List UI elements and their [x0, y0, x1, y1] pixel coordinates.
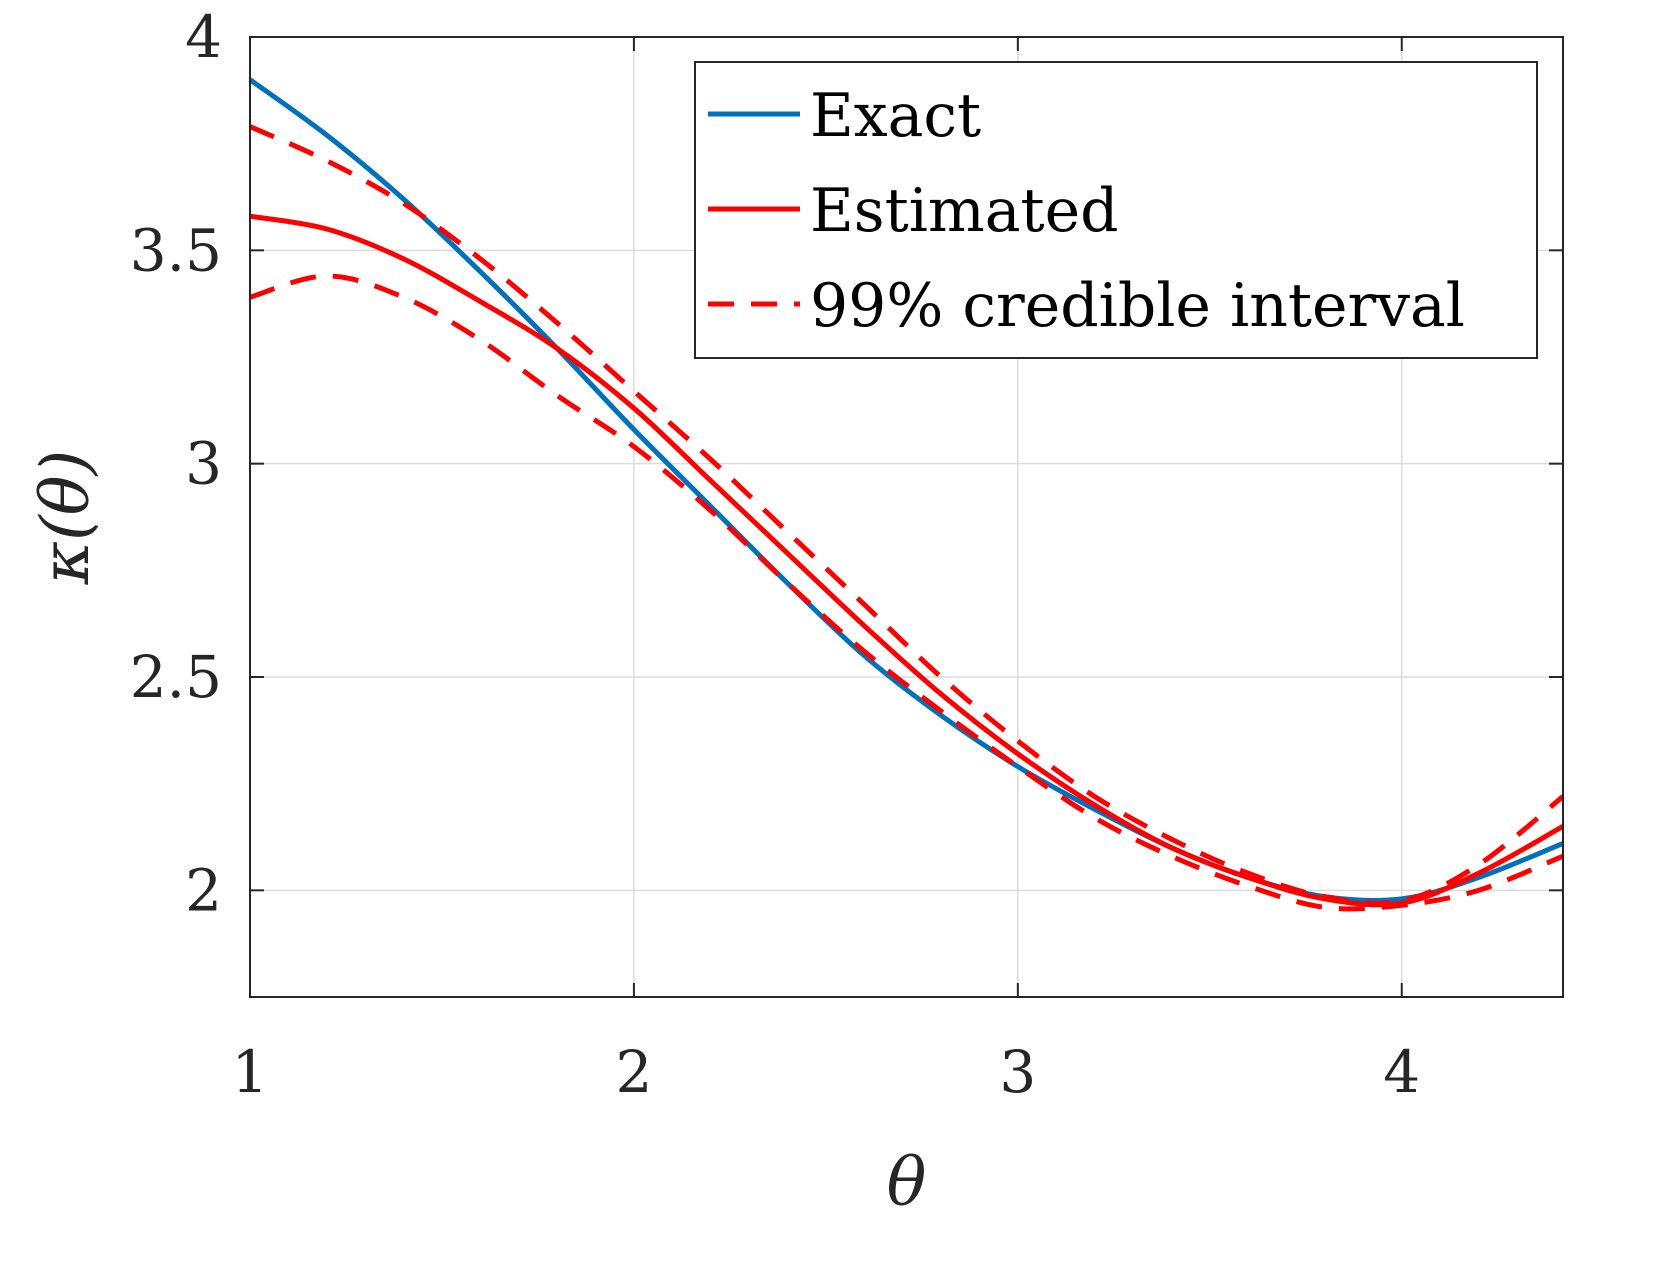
legend-entry-label: 99% credible interval [810, 271, 1465, 341]
y-tick-label: 4 [185, 3, 222, 71]
y-tick-label: 2 [185, 856, 222, 924]
tick-marks [249, 36, 1563, 997]
x-tick-label: 4 [1383, 1038, 1420, 1106]
x-axis-label: θ [887, 1144, 927, 1221]
y-tick-label: 3 [185, 430, 222, 498]
y-tick-label: 2.5 [130, 643, 222, 711]
tick-labels: 1 2 3 4 2 2.5 3 3.5 4 [130, 3, 1420, 1106]
legend-entry-label: Exact [810, 81, 981, 151]
legend-entries: Exact Estimated 99% credible interval [708, 81, 1465, 341]
y-axis-label: κ(θ) [27, 450, 104, 586]
legend: Exact Estimated 99% credible interval [694, 61, 1538, 359]
plot-frame [249, 36, 1564, 998]
series-line-interval-lower [249, 273, 1564, 912]
series-layer [248, 77, 1565, 912]
y-tick-label: 3.5 [130, 216, 222, 284]
legend-box [694, 61, 1538, 359]
x-tick-label: 2 [615, 1038, 652, 1106]
legend-entry-label: Estimated [810, 176, 1119, 246]
series-line-estimated [249, 213, 1565, 908]
x-tick-label: 1 [232, 1038, 269, 1106]
x-tick-label: 3 [999, 1038, 1036, 1106]
